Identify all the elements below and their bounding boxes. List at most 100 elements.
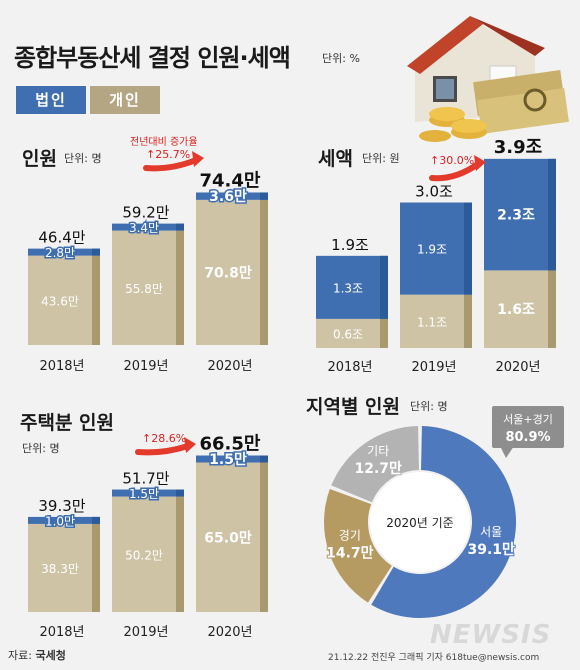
page-title: 종합부동산세 결정 인원·세액 <box>14 44 291 72</box>
value-label-corporate-tax: 1.3조 <box>333 281 363 295</box>
bar-side-housing <box>92 523 100 612</box>
bar-individual-people <box>28 255 92 345</box>
category-label-tax: 2018년 <box>327 360 372 375</box>
tax-title: 세액 <box>318 148 353 170</box>
donut-value-label: 39.1만 <box>467 542 515 558</box>
source-prefix: 자료: <box>8 649 36 662</box>
growth-arrow-people <box>143 157 199 172</box>
bar-individual-tax <box>316 318 380 348</box>
source-label: 자료: 국세청 <box>8 647 66 663</box>
bar-individual-housing <box>28 523 92 612</box>
bar-corporate-tax <box>484 158 556 271</box>
bar-corporate-tax <box>400 202 472 295</box>
bar-corporate-side-people <box>92 248 100 256</box>
bar-corporate-side-people <box>260 192 268 200</box>
total-label-tax: 1.9조 <box>331 236 369 254</box>
bar-side-tax <box>548 270 556 348</box>
main-unit: 단위: % <box>322 52 360 65</box>
donut-name-label: 경기 <box>339 529 361 543</box>
bar-corporate-people <box>28 248 100 256</box>
value-label-corporate-people: 3.4만 <box>129 221 159 235</box>
value-label-individual-tax: 1.1조 <box>417 315 447 329</box>
people-title: 인원 <box>22 148 57 170</box>
donut-slice-기타 <box>331 426 419 503</box>
growth-arrow-head-tax <box>474 155 486 171</box>
bar-individual-housing <box>196 462 260 612</box>
credit-line: 21.12.22 전진우 그래픽 기자 618tue@newsis.com <box>328 653 540 663</box>
bar-side-tax <box>380 318 388 348</box>
callout-value: 80.9% <box>505 430 550 445</box>
category-label-people: 2019년 <box>123 359 168 374</box>
growth-arrow-tax <box>429 161 481 182</box>
donut-name-label: 기타 <box>367 444 389 458</box>
value-label-corporate-housing: 1.0만 <box>45 514 75 528</box>
bar-side-housing <box>260 462 268 612</box>
callout-box <box>492 406 564 448</box>
callout-pointer <box>500 446 514 458</box>
house-money-illustration <box>407 16 569 142</box>
legend-individual: 개인 <box>90 86 160 114</box>
bar-corporate-tax <box>316 255 388 319</box>
housing-growth: ↑28.6% <box>142 432 187 445</box>
total-label-housing: 51.7만 <box>122 470 169 488</box>
region-unit: 단위: 명 <box>410 400 448 413</box>
category-label-people: 2020년 <box>207 359 252 374</box>
donut-value-label: 14.7만 <box>326 546 374 562</box>
bar-corporate-housing <box>112 489 184 497</box>
newsis-watermark: NEWSIS <box>430 620 552 650</box>
housing-unit: 단위: 명 <box>22 442 60 455</box>
value-label-individual-housing: 50.2만 <box>125 548 163 562</box>
growth-arrow-head-people <box>192 151 204 167</box>
bar-corporate-people <box>196 192 268 200</box>
value-label-individual-housing: 38.3만 <box>41 562 79 576</box>
people-growth: ↑25.7% <box>146 148 191 161</box>
total-label-tax: 3.0조 <box>415 183 453 201</box>
value-label-corporate-housing: 1.5만 <box>129 487 159 501</box>
donut-slice-경기 <box>324 489 392 603</box>
bar-individual-people <box>196 199 260 345</box>
donut-value-label: 12.7만 <box>354 461 402 477</box>
value-label-individual-people: 70.8만 <box>204 265 252 281</box>
category-label-people: 2018년 <box>39 359 84 374</box>
growth-caption: 전년대비 증가율 <box>130 137 198 148</box>
bar-side-people <box>92 255 100 345</box>
total-label-housing: 39.3만 <box>38 497 85 515</box>
category-label-housing: 2019년 <box>123 625 168 640</box>
legend-corporate: 법인 <box>16 86 86 114</box>
category-label-tax: 2020년 <box>495 360 540 375</box>
source-name: 국세청 <box>35 649 66 662</box>
bar-corporate-side-tax <box>548 158 556 271</box>
bar-individual-housing <box>112 496 176 612</box>
people-unit: 단위: 명 <box>64 152 102 165</box>
total-label-housing: 66.5만 <box>200 434 261 455</box>
bar-individual-tax <box>484 270 548 348</box>
value-label-individual-tax: 0.6조 <box>333 327 363 341</box>
bar-individual-people <box>112 230 176 345</box>
tax-growth: ↑30.0% <box>430 154 475 167</box>
category-label-housing: 2018년 <box>39 625 84 640</box>
bar-corporate-people <box>112 223 184 231</box>
total-label-people: 74.4만 <box>200 170 261 191</box>
bar-corporate-side-housing <box>92 516 100 524</box>
bar-individual-tax <box>400 294 464 348</box>
value-label-corporate-housing: 1.5만 <box>209 452 247 468</box>
value-label-individual-tax: 1.6조 <box>497 302 535 318</box>
value-label-corporate-people: 3.6만 <box>209 189 247 205</box>
bar-corporate-side-tax <box>464 202 472 295</box>
total-label-people: 46.4만 <box>38 229 85 247</box>
bar-side-people <box>176 230 184 345</box>
total-label-people: 59.2만 <box>122 204 169 222</box>
value-label-corporate-people: 2.8만 <box>45 246 75 260</box>
total-label-tax: 3.9조 <box>494 137 542 158</box>
category-label-tax: 2019년 <box>411 360 456 375</box>
bar-corporate-housing <box>196 455 268 463</box>
bar-corporate-housing <box>28 516 100 524</box>
value-label-individual-people: 43.6만 <box>41 294 79 308</box>
value-label-individual-people: 55.8만 <box>125 282 163 296</box>
donut-center-label: 2020년 기준 <box>386 516 453 530</box>
donut-hole <box>370 472 470 572</box>
growth-arrow-head-housing <box>184 437 196 453</box>
bar-side-housing <box>176 496 184 612</box>
